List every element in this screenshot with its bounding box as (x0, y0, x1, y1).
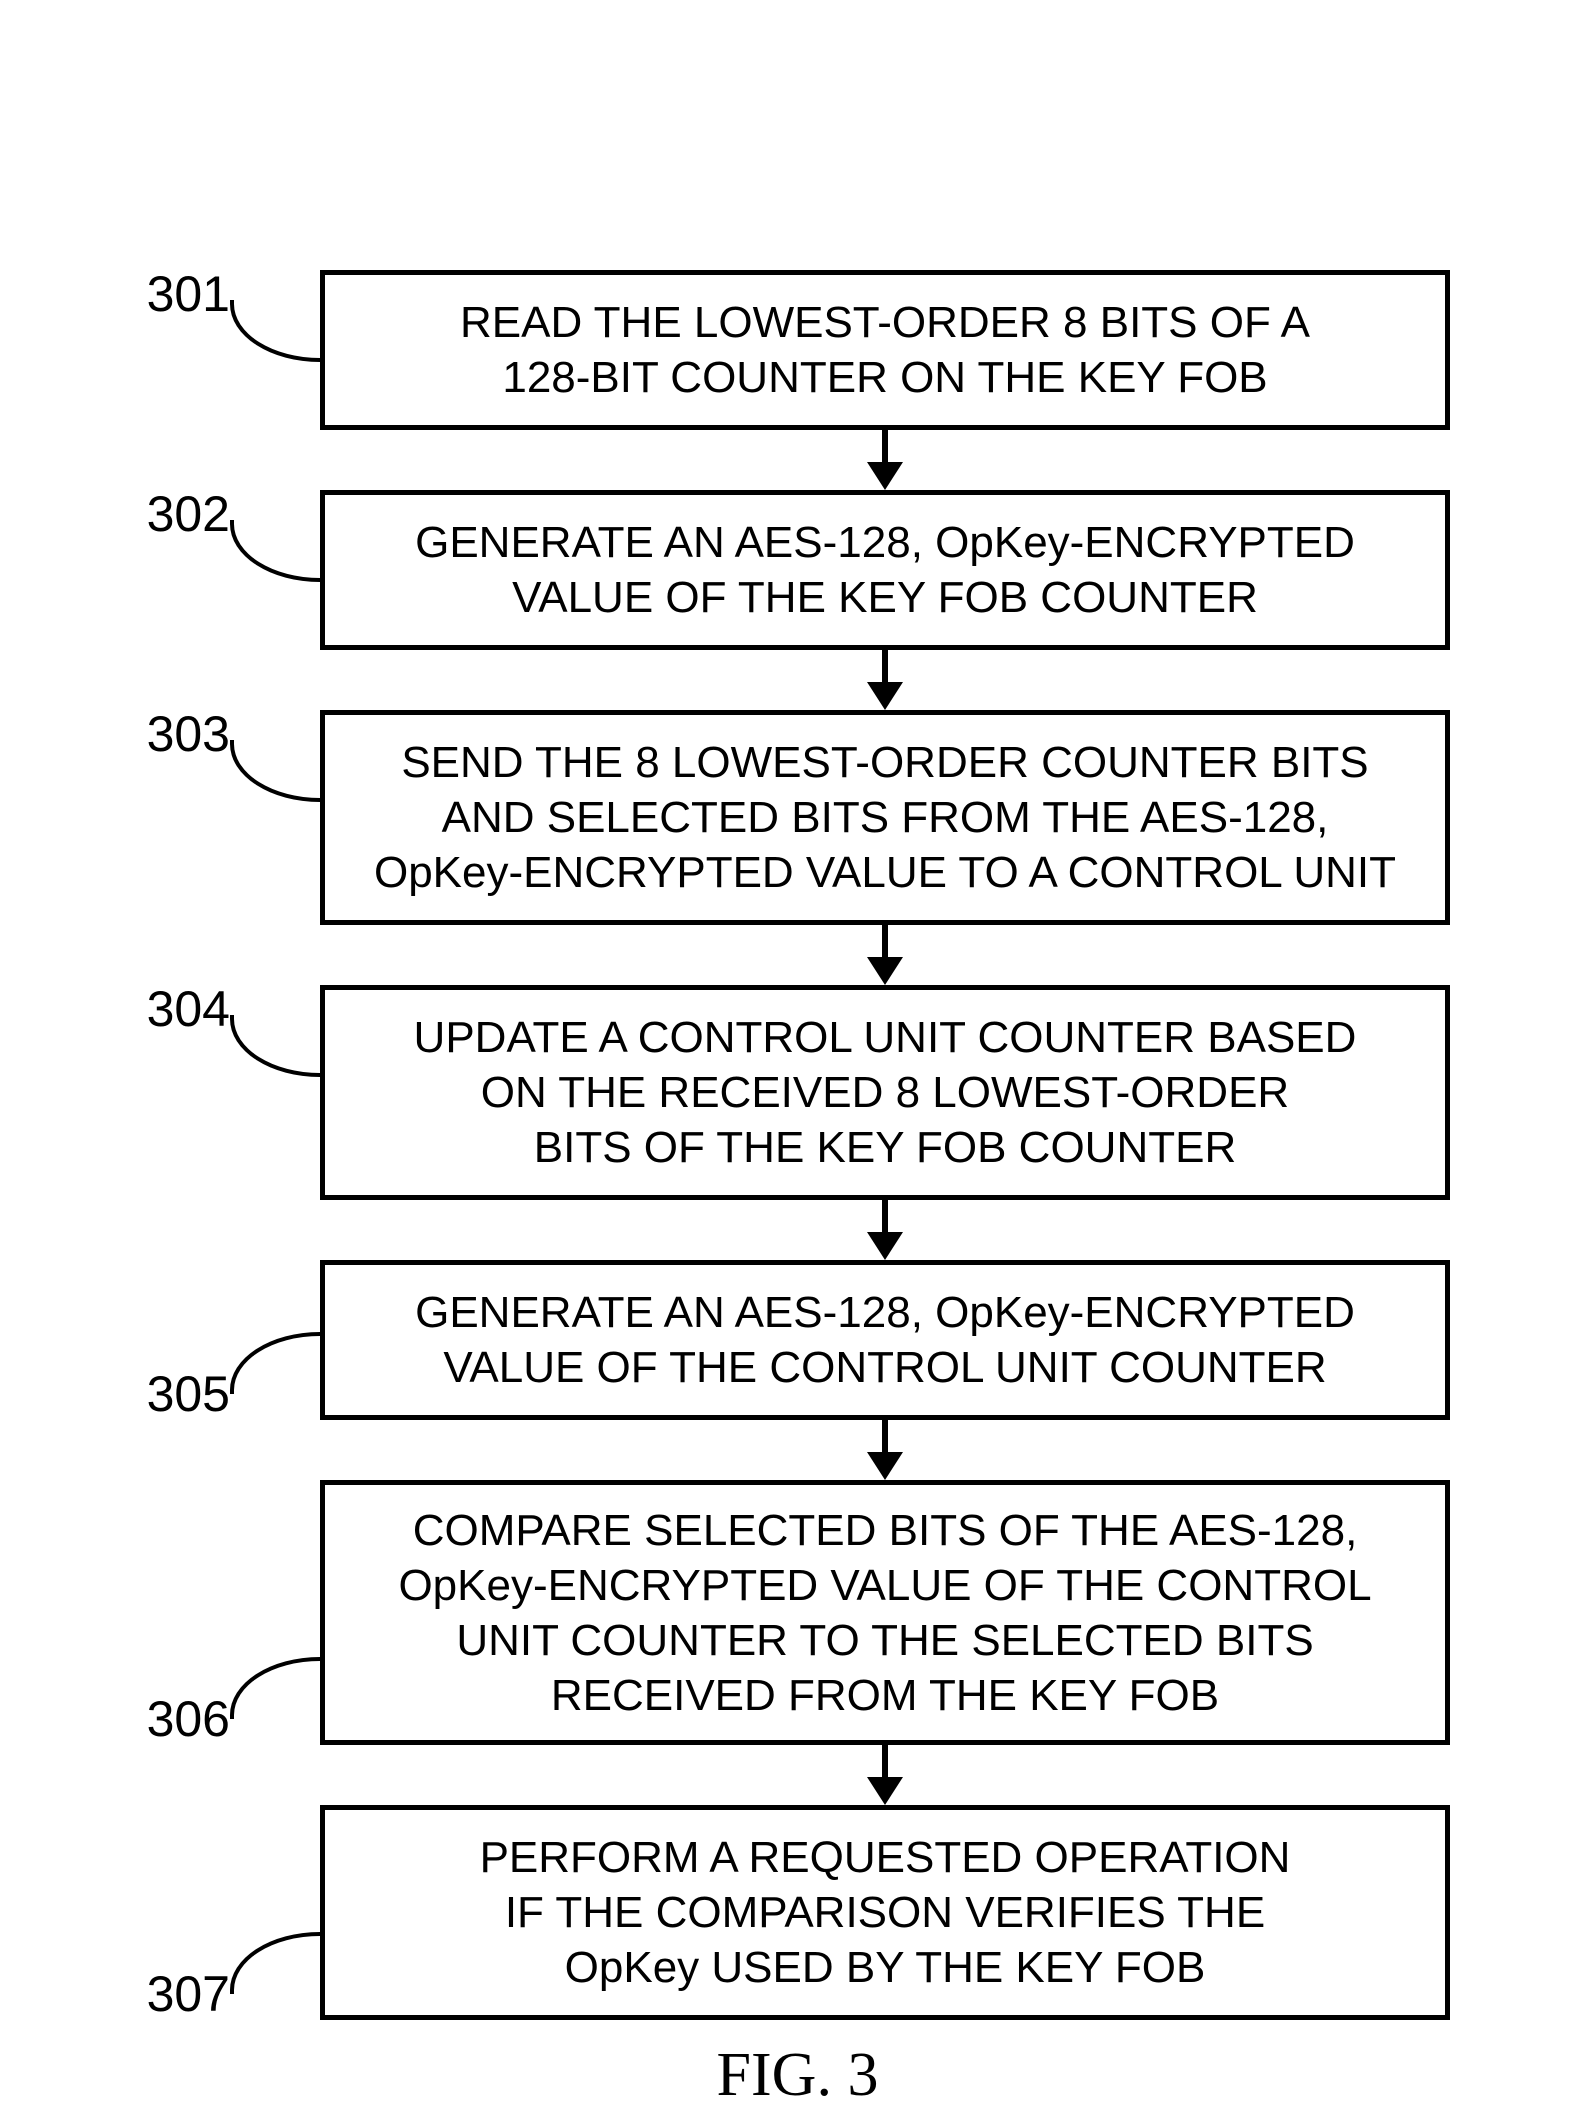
flow-step-305: GENERATE AN AES-128, OpKey-ENCRYPTED VAL… (320, 1260, 1450, 1420)
arrow-shaft (882, 925, 888, 957)
flow-step-text: UPDATE A CONTROL UNIT COUNTER BASED ON T… (414, 1010, 1357, 1175)
leader-303 (230, 740, 324, 802)
arrow-shaft (882, 1420, 888, 1452)
leader-306 (230, 1657, 324, 1719)
leader-302 (230, 520, 324, 582)
leader-307 (230, 1932, 324, 1994)
arrow-head-icon (867, 1452, 903, 1480)
ref-label-306: 306 (110, 1690, 230, 1748)
flow-step-text: SEND THE 8 LOWEST-ORDER COUNTER BITS AND… (374, 735, 1396, 900)
leader-305 (230, 1332, 324, 1394)
leader-304 (230, 1015, 324, 1077)
arrow-head-icon (867, 957, 903, 985)
flow-step-text: GENERATE AN AES-128, OpKey-ENCRYPTED VAL… (415, 515, 1355, 625)
flow-step-304: UPDATE A CONTROL UNIT COUNTER BASED ON T… (320, 985, 1450, 1200)
leader-301 (230, 300, 324, 362)
flow-step-text: READ THE LOWEST-ORDER 8 BITS OF A 128-BI… (460, 295, 1310, 405)
arrow-shaft (882, 1200, 888, 1232)
figure-caption: FIG. 3 (0, 2040, 1595, 2111)
flow-step-301: READ THE LOWEST-ORDER 8 BITS OF A 128-BI… (320, 270, 1450, 430)
flow-step-text: PERFORM A REQUESTED OPERATION IF THE COM… (480, 1830, 1291, 1995)
arrow-head-icon (867, 1777, 903, 1805)
flow-step-text: GENERATE AN AES-128, OpKey-ENCRYPTED VAL… (415, 1285, 1355, 1395)
ref-label-305: 305 (110, 1365, 230, 1423)
ref-label-302: 302 (110, 485, 230, 543)
arrow-shaft (882, 650, 888, 682)
arrow-head-icon (867, 462, 903, 490)
flow-step-306: COMPARE SELECTED BITS OF THE AES-128, Op… (320, 1480, 1450, 1745)
ref-label-307: 307 (110, 1965, 230, 2023)
flowchart-canvas: READ THE LOWEST-ORDER 8 BITS OF A 128-BI… (0, 0, 1595, 2095)
arrow-head-icon (867, 1232, 903, 1260)
flow-step-302: GENERATE AN AES-128, OpKey-ENCRYPTED VAL… (320, 490, 1450, 650)
ref-label-303: 303 (110, 705, 230, 763)
ref-label-304: 304 (110, 980, 230, 1038)
flow-step-307: PERFORM A REQUESTED OPERATION IF THE COM… (320, 1805, 1450, 2020)
flow-step-text: COMPARE SELECTED BITS OF THE AES-128, Op… (398, 1503, 1371, 1723)
arrow-shaft (882, 430, 888, 462)
ref-label-301: 301 (110, 265, 230, 323)
arrow-head-icon (867, 682, 903, 710)
flow-step-303: SEND THE 8 LOWEST-ORDER COUNTER BITS AND… (320, 710, 1450, 925)
arrow-shaft (882, 1745, 888, 1777)
